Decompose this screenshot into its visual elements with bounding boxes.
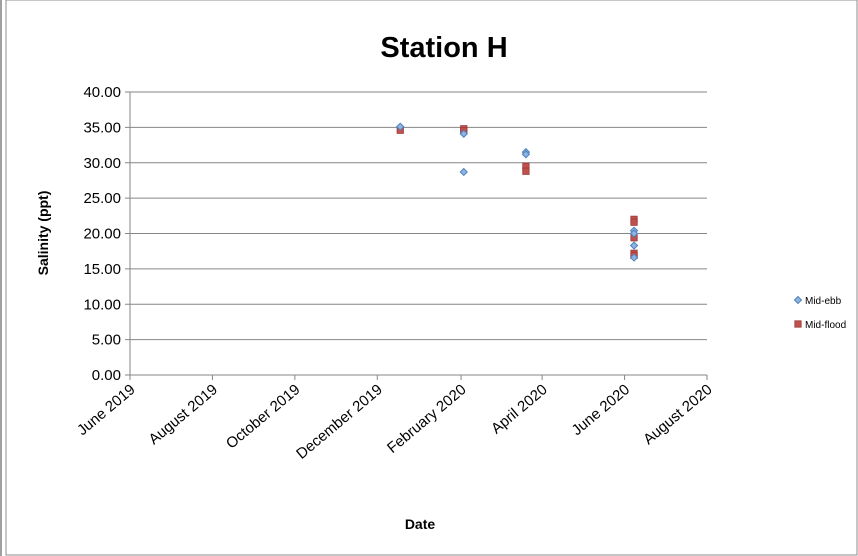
y-tick-label: 35.00 [83, 119, 121, 136]
legend-label: Mid-ebb [805, 296, 842, 307]
legend-label: Mid-flood [805, 320, 846, 331]
chart-border [5, 0, 858, 556]
mid-ebb-point [459, 129, 468, 138]
mid-ebb-point [521, 150, 531, 159]
y-axis-title: Salinity (ppt) [35, 191, 51, 276]
data-points [396, 122, 639, 262]
mid-flood-point [630, 218, 638, 226]
y-tick-label: 5.00 [92, 332, 121, 349]
mid-ebb-point [629, 229, 639, 238]
legend-marker-square-icon [794, 320, 802, 328]
gridlines [129, 91, 707, 376]
x-axis-title: Date [405, 516, 436, 532]
mid-ebb-point [396, 122, 405, 131]
y-tick-label: 40.00 [83, 84, 121, 101]
left-page-edge [0, 0, 2, 556]
mid-ebb-point [629, 241, 639, 250]
legend-marker-diamond-icon [793, 295, 803, 305]
chart-title: Station H [380, 32, 507, 64]
mid-flood-point [522, 167, 530, 175]
y-tick-label: 20.00 [83, 226, 121, 243]
mid-ebb-point [629, 253, 639, 262]
y-tick-label: 0.00 [92, 367, 121, 384]
mid-ebb-point [459, 167, 468, 177]
y-tick-label: 30.00 [83, 155, 121, 172]
y-tick-label: 10.00 [83, 296, 121, 313]
legend: Mid-ebb Mid-flood [793, 295, 846, 331]
y-tick-label: 15.00 [83, 261, 121, 278]
y-tick-label: 25.00 [83, 190, 121, 207]
y-axis-ticks: 0.00 5.00 10.00 15.00 20.00 25.00 30.00 35.00 40… [83, 84, 130, 384]
